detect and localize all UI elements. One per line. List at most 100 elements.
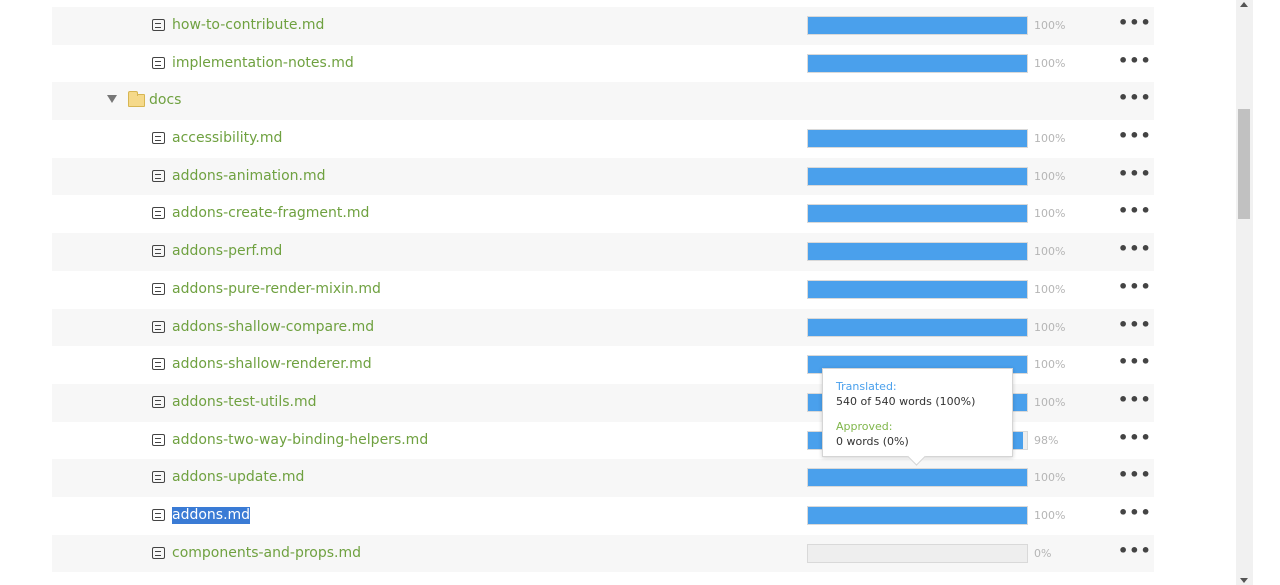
- tooltip-translated-value: 540 of 540 words (100%): [836, 395, 976, 408]
- file-row[interactable]: components-and-props.md 0% •••: [52, 534, 1154, 573]
- folder-row[interactable]: docs •••: [52, 82, 1154, 121]
- progress-percent: 100%: [1034, 358, 1066, 372]
- file-row[interactable]: addons.md 100% •••: [52, 496, 1154, 535]
- more-options-icon[interactable]: •••: [1118, 314, 1152, 334]
- markdown-file-icon: [152, 19, 165, 31]
- more-options-icon[interactable]: •••: [1118, 201, 1152, 221]
- file-name-link[interactable]: addons-two-way-binding-helpers.md: [172, 431, 429, 448]
- progress-fill: [808, 243, 1027, 261]
- progress-fill: [808, 17, 1027, 34]
- translation-progress-bar[interactable]: [807, 166, 1028, 186]
- more-options-icon[interactable]: •••: [1118, 239, 1152, 259]
- progress-percent: 100%: [1034, 508, 1066, 522]
- markdown-file-icon: [152, 169, 165, 182]
- more-options-icon[interactable]: •••: [1118, 88, 1152, 108]
- file-row[interactable]: addons-shallow-compare.md 100% •••: [52, 308, 1154, 347]
- more-options-icon[interactable]: •••: [1118, 352, 1152, 372]
- file-row[interactable]: addons-create-fragment.md 100% •••: [52, 195, 1154, 234]
- more-options-icon[interactable]: •••: [1118, 163, 1152, 183]
- translation-progress-bar[interactable]: [807, 16, 1028, 35]
- more-options-icon[interactable]: •••: [1118, 389, 1152, 409]
- progress-fill: [808, 506, 1027, 524]
- scroll-up-arrow-icon[interactable]: [1240, 2, 1248, 7]
- file-row[interactable]: addons-update.md 100% •••: [52, 459, 1154, 497]
- file-row[interactable]: addons-perf.md 100% •••: [52, 233, 1154, 271]
- progress-fill: [808, 167, 1027, 185]
- markdown-file-icon: [152, 245, 165, 258]
- progress-fill: [808, 54, 1027, 72]
- file-name-link[interactable]: how-to-contribute.md: [172, 17, 325, 33]
- file-name-link[interactable]: addons-shallow-renderer.md: [172, 356, 372, 373]
- progress-percent: 100%: [1034, 132, 1066, 146]
- progress-percent: 100%: [1034, 56, 1066, 70]
- translation-progress-bar[interactable]: [807, 279, 1028, 299]
- markdown-file-icon: [152, 508, 165, 521]
- more-options-icon[interactable]: •••: [1118, 50, 1152, 70]
- tooltip-translated-label: Translated:: [836, 380, 897, 393]
- progress-percent: 100%: [1034, 207, 1066, 221]
- progress-fill: [808, 469, 1027, 487]
- more-options-icon[interactable]: •••: [1118, 276, 1152, 296]
- progress-percent: 98%: [1034, 433, 1059, 447]
- translation-progress-bar[interactable]: [807, 317, 1028, 337]
- file-list: how-to-contribute.md 100% ••• implementatio…: [52, 7, 1154, 573]
- more-options-icon[interactable]: •••: [1118, 13, 1152, 32]
- file-row[interactable]: addons-animation.md 100% •••: [52, 157, 1154, 196]
- translation-progress-bar[interactable]: [807, 204, 1028, 224]
- translation-progress-bar[interactable]: [807, 505, 1028, 525]
- progress-fill: [808, 205, 1027, 223]
- file-name-link[interactable]: components-and-props.md: [172, 544, 361, 561]
- file-name-link[interactable]: addons-animation.md: [172, 167, 326, 184]
- vertical-scrollbar[interactable]: [1236, 0, 1253, 585]
- markdown-file-icon: [152, 395, 165, 408]
- more-options-icon[interactable]: •••: [1118, 126, 1152, 146]
- progress-percent: 100%: [1034, 395, 1066, 409]
- progress-percent: 100%: [1034, 169, 1066, 183]
- scrollbar-thumb[interactable]: [1238, 109, 1250, 219]
- file-name-link[interactable]: addons-update.md: [172, 469, 305, 486]
- markdown-file-icon: [152, 433, 165, 446]
- progress-fill: [808, 130, 1027, 148]
- folder-name[interactable]: docs: [149, 92, 182, 109]
- more-options-icon[interactable]: •••: [1118, 427, 1152, 447]
- more-options-icon[interactable]: •••: [1118, 540, 1152, 560]
- progress-tooltip: Translated: 540 of 540 words (100%) Appr…: [822, 368, 1013, 457]
- progress-percent: 100%: [1034, 471, 1066, 485]
- file-name-link[interactable]: addons-pure-render-mixin.md: [172, 280, 381, 297]
- markdown-file-icon: [152, 207, 165, 220]
- file-row[interactable]: addons-pure-render-mixin.md 100% •••: [52, 270, 1154, 309]
- tooltip-approved-value: 0 words (0%): [836, 435, 909, 448]
- markdown-file-icon: [152, 282, 165, 295]
- file-name-link[interactable]: addons-shallow-compare.md: [172, 318, 375, 335]
- translation-progress-bar[interactable]: [807, 242, 1028, 262]
- file-name-link[interactable]: addons-create-fragment.md: [172, 205, 370, 222]
- file-row[interactable]: accessibility.md 100% •••: [52, 120, 1154, 158]
- translation-progress-bar[interactable]: [807, 129, 1028, 149]
- translation-progress-bar[interactable]: [807, 468, 1028, 488]
- collapse-toggle-icon[interactable]: [107, 95, 117, 104]
- markdown-file-icon: [152, 320, 165, 333]
- file-name-link[interactable]: addons.md: [172, 506, 251, 524]
- progress-fill: [808, 280, 1027, 298]
- progress-percent: 100%: [1034, 245, 1066, 259]
- translation-progress-bar[interactable]: [807, 53, 1028, 73]
- scroll-down-arrow-icon[interactable]: [1240, 578, 1248, 583]
- file-name-link[interactable]: addons-perf.md: [172, 243, 283, 260]
- markdown-file-icon: [152, 471, 165, 484]
- file-row[interactable]: how-to-contribute.md 100% •••: [52, 7, 1154, 45]
- progress-percent: 100%: [1034, 282, 1066, 296]
- more-options-icon[interactable]: •••: [1118, 502, 1152, 522]
- markdown-file-icon: [152, 56, 165, 69]
- progress-percent: 0%: [1034, 546, 1052, 560]
- progress-percent: 100%: [1034, 19, 1066, 32]
- file-name-link[interactable]: implementation-notes.md: [172, 54, 354, 71]
- file-row[interactable]: implementation-notes.md 100% •••: [52, 44, 1154, 83]
- file-name-link[interactable]: accessibility.md: [172, 130, 283, 147]
- markdown-file-icon: [152, 546, 165, 559]
- more-options-icon[interactable]: •••: [1118, 465, 1152, 485]
- progress-fill: [808, 318, 1027, 336]
- translation-progress-bar[interactable]: [807, 543, 1028, 563]
- progress-percent: 100%: [1034, 320, 1066, 334]
- folder-icon: [128, 91, 145, 108]
- file-name-link[interactable]: addons-test-utils.md: [172, 393, 317, 410]
